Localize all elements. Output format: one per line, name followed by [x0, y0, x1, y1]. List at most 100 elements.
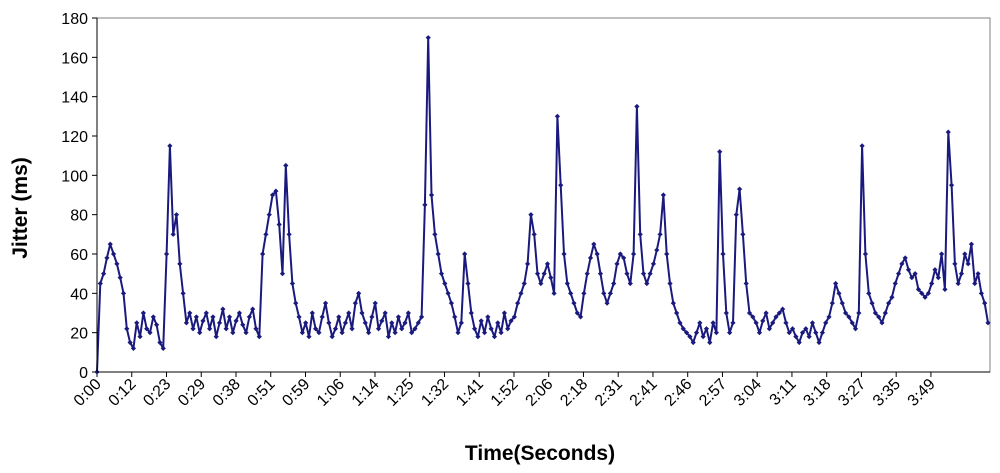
data-point: [458, 320, 464, 326]
data-point: [226, 314, 233, 320]
data-point: [339, 330, 345, 336]
data-point: [332, 326, 339, 332]
data-point: [528, 212, 534, 218]
data-point: [511, 314, 517, 320]
data-point: [670, 300, 676, 306]
data-point: [776, 310, 782, 316]
data-point: [730, 320, 736, 326]
x-tick-label: 1:14: [349, 376, 383, 410]
data-point: [667, 280, 673, 287]
data-point: [157, 339, 163, 346]
data-point: [415, 320, 421, 326]
data-point: [389, 320, 395, 326]
data-point: [170, 231, 176, 237]
data-point: [683, 330, 690, 336]
data-point: [505, 326, 511, 332]
data-point: [733, 212, 739, 218]
data-point: [948, 182, 955, 188]
data-point: [902, 255, 908, 261]
data-point: [856, 310, 862, 316]
data-point: [296, 314, 302, 320]
x-tick-label: 3:49: [905, 376, 939, 410]
data-point: [160, 345, 166, 351]
data-point: [359, 310, 365, 316]
data-point: [568, 290, 574, 296]
data-point: [869, 300, 875, 306]
data-point: [322, 300, 329, 306]
data-point: [372, 300, 378, 306]
data-point: [766, 326, 772, 332]
data-point: [958, 271, 965, 277]
x-tick-label: 0:00: [71, 376, 105, 410]
y-tick-label: 180: [61, 11, 88, 28]
data-point: [508, 318, 514, 324]
data-point: [809, 320, 816, 326]
data-point: [601, 290, 607, 296]
data-point: [326, 320, 332, 326]
y-tick-label: 0: [79, 365, 88, 382]
data-point: [889, 294, 895, 300]
data-point: [866, 290, 872, 296]
data-point: [471, 326, 478, 332]
y-tick-label: 120: [61, 129, 88, 146]
data-point: [114, 261, 120, 267]
data-point: [842, 310, 849, 316]
data-point: [945, 129, 951, 135]
data-point: [230, 330, 236, 336]
data-point: [402, 320, 408, 326]
data-point: [366, 330, 372, 336]
data-point: [796, 339, 802, 346]
data-point: [521, 280, 527, 287]
x-tick-label: 1:25: [384, 376, 418, 410]
data-point: [538, 280, 544, 287]
data-point: [571, 300, 577, 306]
data-point: [495, 320, 501, 326]
data-point: [356, 290, 362, 296]
data-point: [660, 192, 666, 198]
data-point: [826, 314, 832, 320]
data-point: [886, 300, 892, 306]
data-point: [462, 251, 468, 257]
data-point: [862, 251, 869, 257]
data-point: [773, 314, 779, 320]
data-point: [110, 251, 117, 257]
data-point: [220, 306, 226, 312]
data-point: [713, 330, 719, 336]
data-point: [279, 271, 286, 277]
data-point: [283, 162, 289, 169]
x-tick-label: 0:38: [210, 376, 244, 410]
data-point: [819, 330, 825, 336]
data-point: [597, 271, 604, 277]
data-point: [309, 310, 315, 316]
data-point: [455, 330, 461, 336]
data-point: [534, 271, 541, 277]
x-tick-label: 3:27: [835, 376, 869, 410]
data-point: [468, 310, 474, 316]
data-point: [813, 330, 819, 336]
data-point: [286, 231, 292, 237]
plot-area: [96, 17, 991, 373]
data-point: [561, 251, 567, 257]
x-tick-label: 2:06: [522, 376, 556, 410]
data-point: [985, 320, 991, 326]
data-point: [736, 186, 743, 192]
data-point: [306, 334, 312, 340]
data-point: [233, 318, 239, 324]
data-point: [909, 275, 915, 281]
data-point: [644, 280, 650, 287]
data-point: [839, 300, 845, 306]
data-point: [269, 192, 276, 198]
data-point: [939, 251, 945, 257]
data-point: [197, 330, 203, 336]
data-point: [922, 294, 928, 300]
data-point: [720, 251, 726, 257]
data-point: [120, 290, 127, 296]
data-point: [266, 212, 272, 218]
data-point: [101, 271, 107, 277]
data-point: [524, 261, 531, 267]
data-point: [723, 310, 729, 316]
y-axis-title: Jitter (ms): [9, 157, 32, 259]
data-point: [316, 330, 322, 336]
data-point: [515, 300, 521, 306]
data-point: [657, 231, 663, 237]
